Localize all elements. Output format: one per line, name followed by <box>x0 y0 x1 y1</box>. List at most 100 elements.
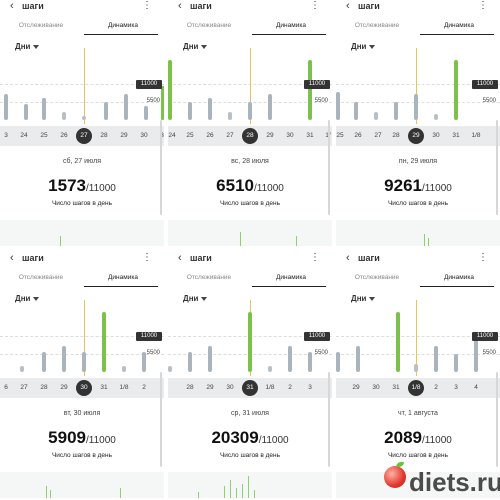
day-bar[interactable] <box>336 352 340 372</box>
day-bar[interactable] <box>42 352 46 372</box>
selected-date[interactable]: 1/8 <box>408 380 424 396</box>
day-bar[interactable] <box>454 354 458 372</box>
date-tick[interactable]: 3 <box>4 132 8 139</box>
date-tick[interactable]: 6 <box>4 384 8 391</box>
selected-date[interactable]: 30 <box>76 380 92 396</box>
date-tick[interactable]: 24 <box>168 132 176 139</box>
date-tick[interactable]: 30 <box>226 384 234 391</box>
day-bar[interactable] <box>62 112 66 120</box>
day-bar[interactable] <box>268 94 272 120</box>
more-options-icon[interactable]: ⋮ <box>142 0 152 11</box>
day-bar[interactable] <box>336 92 340 120</box>
tab-dynamics[interactable]: Динамика <box>108 22 138 29</box>
date-tick[interactable]: 26 <box>206 132 214 139</box>
day-bar-selected[interactable] <box>82 116 86 120</box>
date-tick[interactable]: 26 <box>60 132 68 139</box>
period-selector[interactable]: Дни <box>183 42 208 51</box>
day-bar[interactable] <box>394 102 398 120</box>
tab-dynamics[interactable]: Динамика <box>444 22 474 29</box>
day-bar[interactable] <box>356 346 360 372</box>
date-tick[interactable]: 27 <box>20 384 28 391</box>
date-tick[interactable]: 26 <box>354 132 362 139</box>
period-selector[interactable]: Дни <box>15 42 40 51</box>
day-bar-selected[interactable] <box>248 312 252 372</box>
back-icon[interactable]: ‹ <box>10 252 14 264</box>
back-icon[interactable]: ‹ <box>178 252 182 264</box>
goal-day-bar[interactable] <box>161 86 164 120</box>
date-tick[interactable]: 30 <box>372 384 380 391</box>
tab-dynamics[interactable]: Динамика <box>276 274 306 281</box>
selected-date[interactable]: 31 <box>242 380 258 396</box>
day-bar[interactable] <box>168 366 172 372</box>
back-icon[interactable]: ‹ <box>10 0 14 12</box>
date-tick[interactable]: 31 <box>100 384 108 391</box>
more-options-icon[interactable]: ⋮ <box>310 252 320 263</box>
more-options-icon[interactable]: ⋮ <box>478 252 488 263</box>
date-tick[interactable]: 31 <box>452 132 460 139</box>
day-bar[interactable] <box>434 346 438 372</box>
date-tick[interactable]: 29 <box>60 384 68 391</box>
tab-tracking[interactable]: Отслеживание <box>18 274 64 281</box>
date-tick[interactable]: 28 <box>100 132 108 139</box>
selected-date[interactable]: 27 <box>76 128 92 144</box>
day-bar[interactable] <box>62 346 66 372</box>
day-bar[interactable] <box>124 94 128 120</box>
day-bar[interactable] <box>122 366 126 372</box>
day-bar-selected[interactable] <box>414 94 418 120</box>
day-bar[interactable] <box>288 346 292 372</box>
date-tick[interactable]: 29 <box>352 384 360 391</box>
back-icon[interactable]: ‹ <box>178 0 182 12</box>
selected-date[interactable]: 28 <box>242 128 258 144</box>
date-tick[interactable]: 29 <box>266 132 274 139</box>
day-bar[interactable] <box>208 346 212 372</box>
period-selector[interactable]: Дни <box>351 42 376 51</box>
date-tick[interactable]: 2 <box>288 384 292 391</box>
tab-tracking[interactable]: Отслеживание <box>186 274 232 281</box>
day-bar[interactable] <box>474 340 478 372</box>
period-selector[interactable]: Дни <box>183 294 208 303</box>
day-bar[interactable] <box>4 94 8 120</box>
date-tick[interactable]: 1/8 <box>471 132 481 139</box>
date-tick[interactable]: 2 <box>434 384 438 391</box>
day-bar-selected[interactable] <box>414 364 418 372</box>
tab-tracking[interactable]: Отслеживание <box>354 22 400 29</box>
scrollbar[interactable] <box>496 120 498 215</box>
scrollbar[interactable] <box>160 372 162 467</box>
tab-dynamics[interactable]: Динамика <box>276 22 306 29</box>
period-selector[interactable]: Дни <box>351 294 376 303</box>
tab-dynamics[interactable]: Динамика <box>444 274 474 281</box>
date-tick[interactable]: 28 <box>392 132 400 139</box>
date-tick[interactable]: 25 <box>40 132 48 139</box>
date-tick[interactable]: 25 <box>336 132 344 139</box>
more-options-icon[interactable]: ⋮ <box>478 0 488 11</box>
day-bar[interactable] <box>142 352 146 372</box>
scrollbar[interactable] <box>496 372 498 467</box>
date-tick[interactable]: 1/ <box>318 132 332 139</box>
day-bar[interactable] <box>268 366 272 372</box>
day-bar[interactable] <box>434 114 438 120</box>
day-bar[interactable] <box>42 98 46 120</box>
date-tick[interactable]: 1/8 <box>265 384 275 391</box>
day-bar[interactable] <box>208 98 212 120</box>
tab-dynamics[interactable]: Динамика <box>108 274 138 281</box>
day-bar[interactable] <box>354 102 358 120</box>
more-options-icon[interactable]: ⋮ <box>142 252 152 263</box>
selected-date[interactable]: 29 <box>408 128 424 144</box>
day-bar[interactable] <box>188 102 192 120</box>
scrollbar[interactable] <box>160 120 162 215</box>
date-tick[interactable]: 31 <box>392 384 400 391</box>
date-tick[interactable]: 3 <box>160 132 164 139</box>
date-tick[interactable]: 28 <box>40 384 48 391</box>
goal-day-bar[interactable] <box>102 312 106 372</box>
day-bar[interactable] <box>104 102 108 120</box>
more-options-icon[interactable]: ⋮ <box>310 0 320 11</box>
goal-day-bar[interactable] <box>168 60 172 120</box>
date-tick[interactable]: 25 <box>186 132 194 139</box>
date-tick[interactable]: 27 <box>226 132 234 139</box>
date-tick[interactable]: 31 <box>306 132 314 139</box>
date-tick[interactable]: 30 <box>286 132 294 139</box>
goal-day-bar[interactable] <box>454 60 458 120</box>
date-tick[interactable]: 3 <box>308 384 312 391</box>
scrollbar[interactable] <box>328 372 330 467</box>
date-tick[interactable]: 3 <box>454 384 458 391</box>
